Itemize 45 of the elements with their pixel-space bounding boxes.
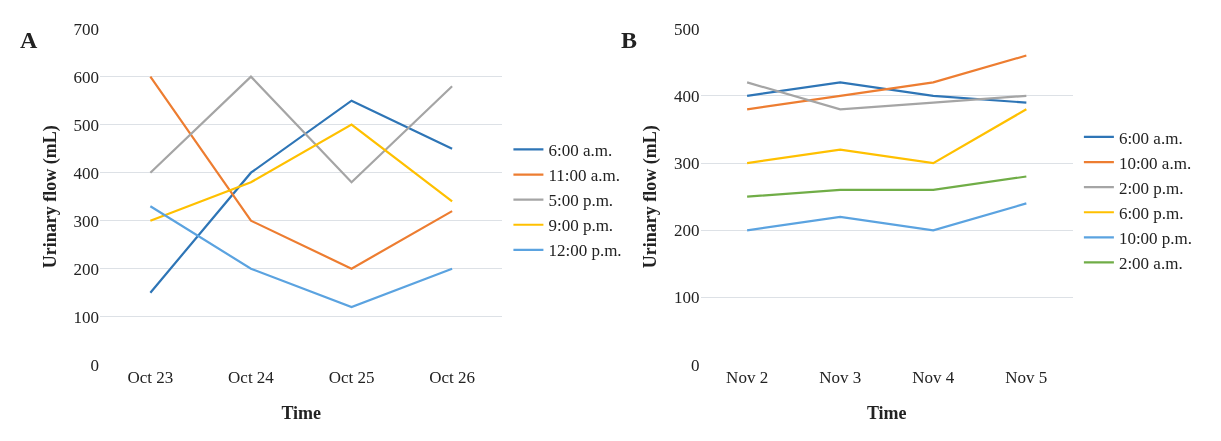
y-tick-label: 0: [90, 355, 100, 375]
legend-label: 5:00 p.m.: [548, 191, 614, 211]
x-axis-title: Time: [281, 402, 322, 423]
x-tick-label: Nov 3: [819, 367, 862, 387]
legend-label: 10:00 p.m.: [1118, 228, 1193, 248]
legend-label: 10:00 a.m.: [1118, 153, 1192, 173]
x-tick-label: Nov 5: [1005, 367, 1048, 387]
y-tick-label: 400: [674, 86, 700, 106]
x-tick-label: Nov 2: [726, 367, 769, 387]
line-series: [149, 99, 454, 294]
legend-label: 9:00 p.m.: [548, 216, 614, 236]
line-series: [149, 123, 454, 222]
legend-label: 2:00 p.m.: [1118, 178, 1184, 198]
y-axis-title: Urinary flow (mL): [39, 125, 61, 269]
chart-title: B: [621, 27, 638, 53]
legend-label: 6:00 a.m.: [1118, 128, 1183, 148]
legend-label: 12:00 p.m.: [548, 241, 622, 261]
legend-label: 11:00 a.m.: [548, 166, 621, 186]
y-tick-label: 0: [691, 355, 700, 375]
y-tick-label: 300: [674, 154, 700, 174]
y-tick-label: 400: [73, 163, 100, 183]
x-tick-label: Oct 24: [228, 367, 275, 387]
y-tick-label: 200: [73, 259, 100, 279]
y-tick-label: 300: [73, 211, 100, 231]
x-tick-label: Nov 4: [912, 367, 955, 387]
y-tick-label: 100: [73, 307, 100, 327]
y-axis-title: Urinary flow (mL): [640, 125, 662, 269]
x-tick-label: Oct 26: [429, 367, 476, 387]
x-axis-title: Time: [866, 402, 907, 423]
line-series: [149, 75, 454, 184]
legend-label: 6:00 p.m.: [1118, 203, 1184, 223]
legend-label: 6:00 a.m.: [548, 141, 613, 161]
line-series: [746, 54, 1028, 111]
x-tick-label: Oct 23: [127, 367, 174, 387]
legend-label: 2:00 a.m.: [1118, 254, 1183, 274]
line-series: [149, 75, 454, 270]
y-tick-label: 500: [73, 115, 100, 135]
line-series: [746, 81, 1028, 111]
chart-title: A: [20, 27, 38, 53]
y-tick-label: 200: [674, 221, 700, 241]
x-tick-label: Oct 25: [328, 367, 375, 387]
y-tick-label: 100: [674, 288, 700, 308]
y-tick-label: 700: [73, 19, 100, 39]
y-tick-label: 600: [73, 67, 100, 87]
y-tick-label: 500: [674, 19, 700, 39]
